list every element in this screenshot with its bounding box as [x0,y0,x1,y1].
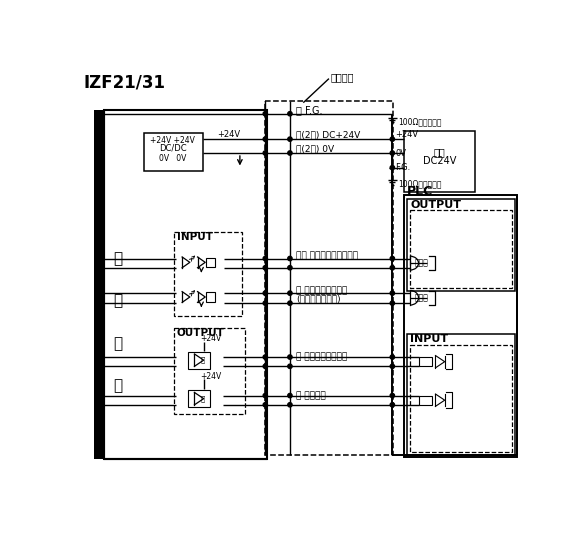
Bar [174,232,242,316]
Text: または: または [415,258,429,268]
Text: 黄 メンテナンス信号: 黄 メンテナンス信号 [296,353,347,361]
Circle shape [288,112,292,116]
Text: 路: 路 [114,378,123,393]
Circle shape [263,364,268,368]
Circle shape [288,256,292,261]
Text: 本: 本 [201,357,205,364]
Text: 100Ω以下で接地: 100Ω以下で接地 [398,117,441,126]
Circle shape [263,137,268,141]
Bar [143,133,203,172]
Text: (自動清掃搭載時): (自動清掃搭載時) [296,294,340,303]
Circle shape [390,291,395,295]
Text: 電源: 電源 [433,147,445,157]
Text: DC24V: DC24V [423,156,456,166]
Circle shape [390,301,395,305]
Text: IZF21/31: IZF21/31 [83,74,166,92]
Circle shape [263,291,268,295]
Circle shape [263,112,268,116]
Text: +24V: +24V [200,372,221,381]
Circle shape [288,355,292,359]
Circle shape [288,151,292,155]
Circle shape [288,301,292,305]
Text: 100Ω以下で接地: 100Ω以下で接地 [398,179,441,188]
Text: 茶(2本) DC+24V: 茶(2本) DC+24V [296,130,360,139]
Circle shape [263,403,268,407]
Circle shape [390,151,395,155]
Bar [419,357,433,366]
Circle shape [263,151,268,155]
Text: 灰 クリーニング信号: 灰 クリーニング信号 [296,287,347,295]
Text: PLC: PLC [407,185,433,198]
Circle shape [263,301,268,305]
Text: 内: 内 [114,251,123,266]
Text: OUTPUT: OUTPUT [177,328,224,338]
Text: OUTPUT: OUTPUT [410,200,461,210]
Circle shape [288,393,292,398]
Bar [188,390,210,407]
Circle shape [288,403,292,407]
Circle shape [390,355,395,359]
Text: 黄緑 イオナイザ停止信号: 黄緑 イオナイザ停止信号 [296,252,358,261]
Circle shape [288,137,292,141]
Text: F.G.: F.G. [395,163,410,172]
Bar [404,195,517,457]
Text: 青(2本) 0V: 青(2本) 0V [296,144,334,153]
Text: +24V: +24V [217,130,240,139]
Text: 緑 F.G.: 緑 F.G. [296,105,322,115]
Bar [104,110,267,459]
Bar [188,351,210,368]
Text: INPUT: INPUT [177,232,213,242]
Circle shape [263,256,268,261]
Text: DC/DC: DC/DC [159,144,187,153]
Text: INPUT: INPUT [410,334,448,344]
Circle shape [390,256,395,261]
Circle shape [390,364,395,368]
Circle shape [390,403,395,407]
Bar [407,334,515,455]
Bar [404,131,475,191]
Text: 0V   0V: 0V 0V [159,154,187,163]
Circle shape [263,266,268,270]
Bar [206,293,215,301]
Text: 0V: 0V [395,148,406,157]
Bar [206,258,215,267]
Text: 紫 異常信号: 紫 異常信号 [296,391,326,400]
Text: 部: 部 [114,293,123,309]
Circle shape [390,266,395,270]
Bar [407,199,515,291]
Circle shape [390,166,395,170]
Text: +24V: +24V [395,130,419,139]
Circle shape [263,393,268,398]
Circle shape [288,291,292,295]
Bar [265,101,393,455]
Bar [410,345,512,452]
Text: 回: 回 [114,336,123,351]
Text: または: または [415,293,429,303]
Bar [410,210,512,288]
Bar [419,395,433,405]
Text: +24V +24V: +24V +24V [150,136,195,145]
Bar [174,328,245,414]
Circle shape [288,364,292,368]
Bar [94,110,104,459]
Circle shape [288,266,292,270]
Circle shape [390,137,395,141]
Text: +24V: +24V [200,334,221,343]
Text: シールド: シールド [331,73,354,82]
Circle shape [263,355,268,359]
Circle shape [390,393,395,398]
Text: 本: 本 [201,395,205,402]
